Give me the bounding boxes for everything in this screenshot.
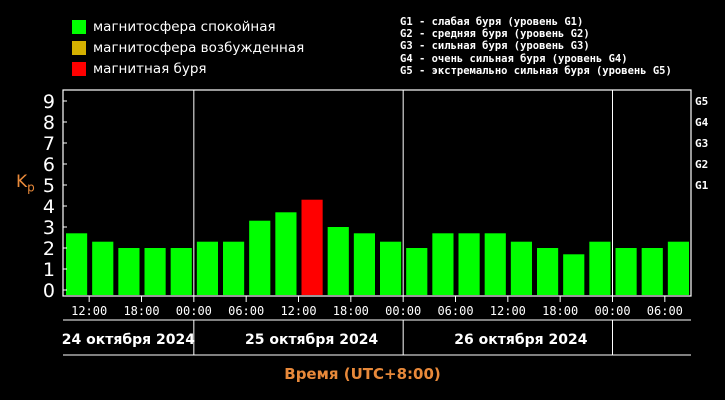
- kp-bar: [563, 254, 585, 295]
- legend-item-storm: магнитная буря: [72, 58, 304, 79]
- kp-bar: [275, 212, 297, 295]
- x-axis-label: Время (UTC+8:00): [284, 365, 441, 383]
- legend-swatch-quiet: [72, 19, 86, 34]
- kp-bar: [196, 241, 218, 295]
- day-label: 25 октября 2024: [245, 332, 378, 348]
- y-axis-label-main: K: [16, 172, 28, 192]
- y-tick-label: 9: [43, 91, 55, 113]
- plot-frame: [62, 89, 692, 297]
- kp-bar: [484, 233, 506, 295]
- kp-bar: [510, 241, 532, 295]
- x-tick-label: 00:00: [594, 304, 630, 318]
- x-tick-label: 06:00: [437, 304, 473, 318]
- y-axis-label: Kp: [16, 172, 35, 194]
- kp-bar: [92, 241, 114, 295]
- x-tick-label: 00:00: [176, 304, 212, 318]
- storm-level-g5: G5 - экстремально сильная буря (уровень …: [400, 64, 672, 77]
- x-tick-label: 06:00: [228, 304, 264, 318]
- kp-bar: [641, 248, 663, 295]
- y-tick-label: 7: [43, 133, 55, 155]
- legend-swatch-storm: [72, 61, 86, 76]
- kp-bar: [589, 241, 611, 295]
- kp-bar: [66, 233, 88, 295]
- g-level-tick-label: G4: [695, 116, 709, 129]
- kp-bar: [667, 241, 689, 295]
- kp-bar: [170, 248, 192, 295]
- kp-bar: [615, 248, 637, 295]
- kp-bar: [327, 227, 349, 295]
- kp-bar: [537, 248, 559, 295]
- kp-bar: [118, 248, 140, 295]
- legend-label-disturbed: магнитосфера возбужденная: [93, 39, 305, 56]
- storm-level-g1: G1 - слабая буря (уровень G1): [400, 16, 584, 28]
- legend: магнитосфера спокойная магнитосфера возб…: [72, 16, 304, 79]
- y-tick-label: 3: [43, 217, 55, 239]
- y-tick-label: 0: [43, 280, 55, 302]
- kp-bar: [144, 248, 166, 295]
- storm-level-g3: G3 - сильная буря (уровень G3): [400, 40, 590, 53]
- legend-item-quiet: магнитосфера спокойная: [72, 16, 304, 37]
- storm-level-g2: G2 - средняя буря (уровень G2): [400, 28, 590, 41]
- x-tick-label: 12:00: [280, 304, 316, 318]
- kp-bar: [432, 233, 454, 295]
- day-label: 24 октября 2024: [62, 332, 195, 348]
- kp-bar: [353, 233, 375, 295]
- y-tick-label: 5: [43, 175, 55, 197]
- kp-bar: [223, 241, 245, 295]
- kp-bar: [458, 233, 480, 295]
- kp-bar: [380, 241, 402, 295]
- x-tick-label: 18:00: [333, 304, 369, 318]
- x-tick-label: 18:00: [123, 304, 159, 318]
- storm-level-legend: G1 - слабая буря (уровень G1) G2 - средн…: [400, 16, 672, 77]
- kp-bar: [249, 220, 271, 295]
- x-tick-label: 12:00: [71, 304, 107, 318]
- y-tick-label: 8: [43, 112, 55, 134]
- kp-bar: [406, 248, 428, 295]
- x-tick-label: 12:00: [490, 304, 526, 318]
- g-level-tick-label: G3: [695, 137, 708, 150]
- legend-label-storm: магнитная буря: [93, 60, 207, 77]
- g-level-tick-label: G1: [695, 179, 709, 192]
- y-tick-label: 1: [43, 259, 55, 281]
- y-tick-label: 2: [43, 238, 55, 260]
- x-tick-label: 18:00: [542, 304, 578, 318]
- x-tick-label: 06:00: [647, 304, 683, 318]
- legend-label-quiet: магнитосфера спокойная: [93, 18, 276, 35]
- y-tick-label: 4: [43, 196, 55, 218]
- y-tick-label: 6: [43, 154, 55, 176]
- x-tick-label: 00:00: [385, 304, 421, 318]
- day-label: 26 октября 2024: [454, 332, 587, 348]
- kp-bar: [301, 199, 323, 295]
- legend-swatch-disturbed: [72, 40, 86, 55]
- storm-level-g4: G4 - очень сильная буря (уровень G4): [400, 52, 628, 65]
- y-axis-label-sub: p: [27, 180, 35, 195]
- legend-item-disturbed: магнитосфера возбужденная: [72, 37, 304, 58]
- g-level-tick-label: G2: [695, 158, 708, 171]
- g-level-tick-label: G5: [695, 95, 708, 108]
